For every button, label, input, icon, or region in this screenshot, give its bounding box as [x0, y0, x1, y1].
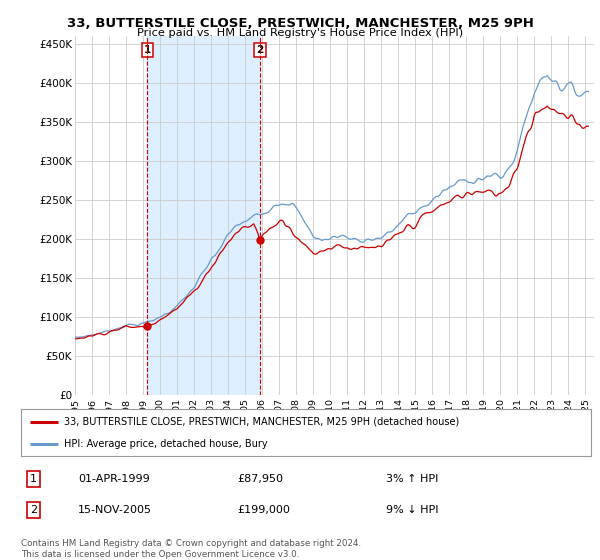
- Bar: [148, 36, 260, 395]
- Text: £199,000: £199,000: [238, 505, 290, 515]
- Text: 1: 1: [30, 474, 37, 484]
- Text: 15-NOV-2005: 15-NOV-2005: [78, 505, 152, 515]
- Text: Price paid vs. HM Land Registry's House Price Index (HPI): Price paid vs. HM Land Registry's House …: [137, 28, 463, 38]
- Text: 9% ↓ HPI: 9% ↓ HPI: [386, 505, 438, 515]
- Text: Contains HM Land Registry data © Crown copyright and database right 2024.
This d: Contains HM Land Registry data © Crown c…: [21, 539, 361, 559]
- Text: 33, BUTTERSTILE CLOSE, PRESTWICH, MANCHESTER, M25 9PH (detached house): 33, BUTTERSTILE CLOSE, PRESTWICH, MANCHE…: [64, 417, 459, 427]
- Text: HPI: Average price, detached house, Bury: HPI: Average price, detached house, Bury: [64, 438, 268, 449]
- Text: 2: 2: [30, 505, 37, 515]
- Text: 2: 2: [257, 45, 264, 55]
- Text: £87,950: £87,950: [238, 474, 284, 484]
- Text: 1: 1: [143, 45, 151, 55]
- Text: 3% ↑ HPI: 3% ↑ HPI: [386, 474, 438, 484]
- Text: 33, BUTTERSTILE CLOSE, PRESTWICH, MANCHESTER, M25 9PH: 33, BUTTERSTILE CLOSE, PRESTWICH, MANCHE…: [67, 17, 533, 30]
- Text: 01-APR-1999: 01-APR-1999: [78, 474, 150, 484]
